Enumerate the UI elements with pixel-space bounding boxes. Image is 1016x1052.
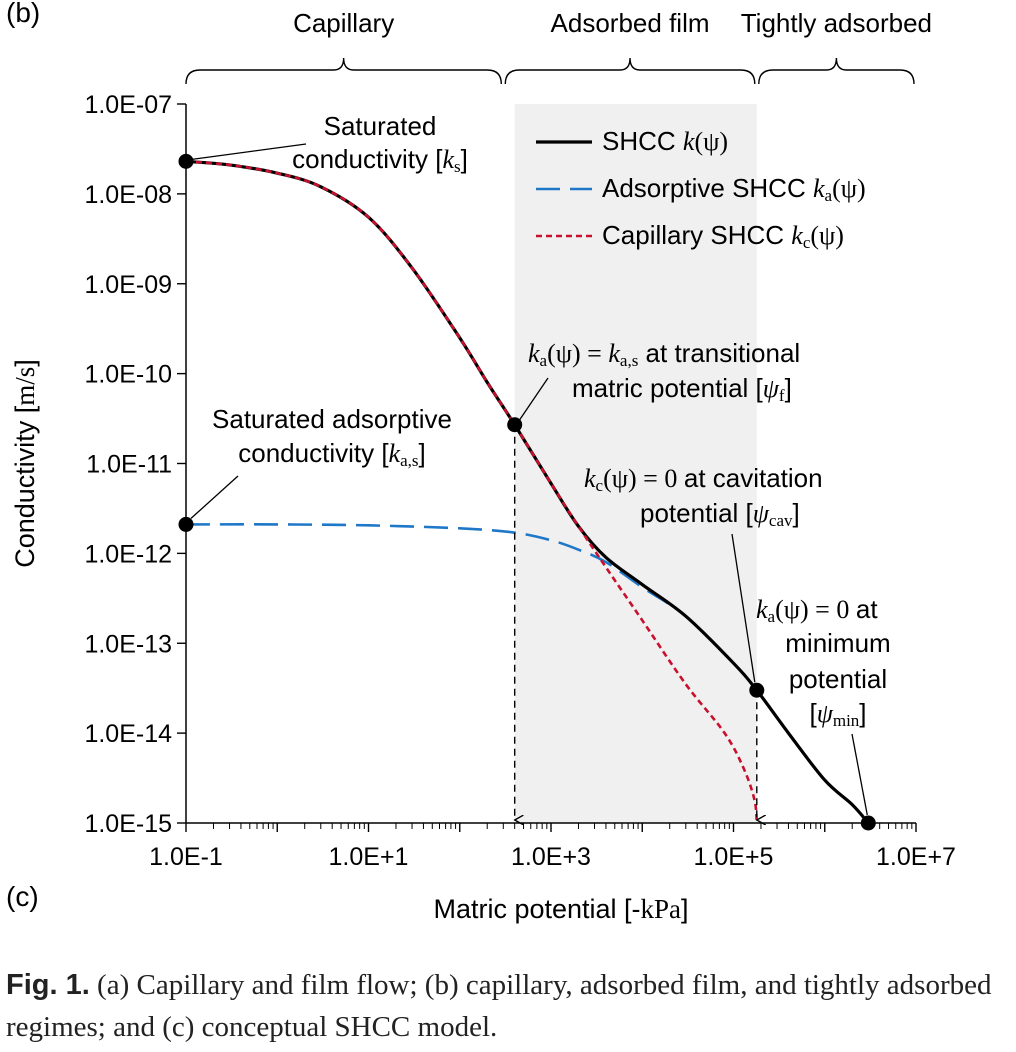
y-tick-label: 1.0E-15	[84, 810, 172, 838]
y-tick-label: 1.0E-07	[84, 91, 172, 119]
leader-transitional	[519, 377, 549, 421]
annot-minimum-line3: potential	[789, 664, 887, 694]
legend-label-1: Adsorptive SHCC ka(ψ)	[602, 173, 866, 205]
x-tick-label: 1.0E+3	[511, 843, 591, 871]
x-axis-title: Matric potential [-kPa]	[433, 894, 688, 924]
legend-label-0: SHCC k(ψ)	[602, 126, 728, 156]
data-marker-0	[178, 153, 194, 169]
annot-minimum-line4: [ψmin]	[809, 698, 866, 730]
leader-minimum	[851, 733, 868, 816]
annot-saturated-line2: conductivity [ks]	[292, 144, 468, 176]
annot-transitional-line1: ka(ψ) = ka,s at transitional	[528, 338, 800, 370]
annot-saturated-line1: Saturated	[324, 111, 437, 141]
series-line-2	[185, 160, 759, 824]
x-tick-label: 1.0E-1	[149, 843, 223, 871]
leader-sat-ads	[190, 475, 239, 519]
data-marker-2	[507, 417, 523, 433]
data-marker-4	[860, 815, 876, 831]
x-tick-label: 1.0E+7	[876, 843, 956, 871]
y-tick-label: 1.0E-10	[84, 361, 172, 389]
y-tick-label: 1.0E-12	[84, 540, 172, 568]
y-axis-title: Conductivity [m/s]	[10, 359, 40, 568]
figure-caption: Fig. 1. (a) Capillary and film flow; (b)…	[6, 964, 1010, 1048]
y-tick-label: 1.0E-09	[84, 271, 172, 299]
data-marker-1	[178, 516, 194, 532]
regime-label-0: Capillary	[293, 8, 394, 38]
panel-label-b: (b)	[6, 0, 40, 28]
regime-brace-0	[185, 57, 502, 85]
annot-cavitation-line1: kc(ψ) = 0 at cavitation	[584, 463, 823, 495]
y-tick-label: 1.0E-13	[84, 630, 172, 658]
annot-minimum-line1: ka(ψ) = 0 at	[756, 594, 878, 626]
regime-label-2: Tightly adsorbed	[741, 8, 932, 38]
x-tick-label: 1.0E+5	[694, 843, 774, 871]
shcc-figure: Capillary Adsorbed film Tightly adsorbed 1…	[6, 0, 956, 924]
caption-text: (a) Capillary and film flow; (b) capilla…	[6, 969, 992, 1043]
annot-transitional-line2: matric potential [ψf]	[572, 373, 792, 405]
annot-sat-ads-line2: conductivity [ka,s]	[238, 438, 426, 470]
regime-brace-2	[758, 57, 915, 85]
y-tick-label: 1.0E-11	[86, 451, 172, 479]
legend-label-2: Capillary SHCC kc(ψ)	[602, 220, 844, 252]
annot-minimum-line2: minimum	[785, 628, 890, 658]
y-tick-label: 1.0E-14	[84, 720, 172, 748]
y-tick-label: 1.0E-08	[84, 181, 172, 209]
annot-cavitation-line2: potential [ψcav]	[640, 498, 800, 530]
adsorbed-film-shaded-region	[514, 104, 757, 823]
leader-saturated	[191, 143, 307, 161]
caption-label: Fig. 1.	[6, 969, 90, 1001]
x-tick-label: 1.0E+1	[329, 843, 409, 871]
panel-label-c: (c)	[6, 881, 39, 912]
annot-sat-ads-line1: Saturated adsorptive	[212, 404, 452, 434]
leader-cavitation	[731, 533, 756, 683]
regime-label-1: Adsorbed film	[551, 8, 710, 38]
data-marker-3	[749, 682, 765, 698]
regime-brace-1	[504, 57, 756, 85]
